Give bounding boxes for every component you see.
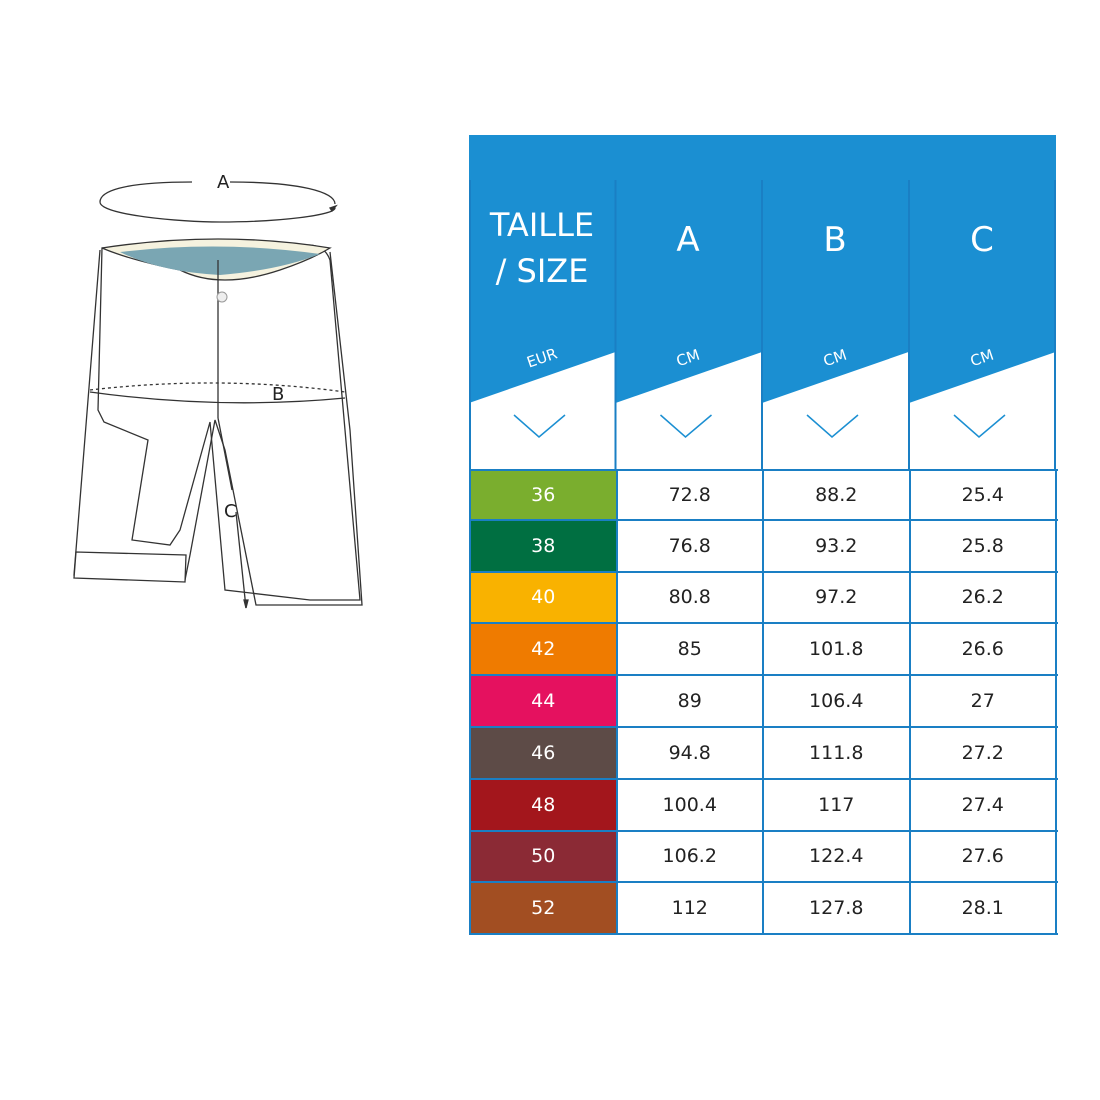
- table-row: 40 80.8 97.2 26.2: [471, 572, 1058, 625]
- size-cell: 40: [471, 572, 618, 623]
- title-line-2: / SIZE: [495, 252, 589, 290]
- column-a-label: A: [676, 220, 700, 260]
- chevron-down-icon: [806, 414, 859, 438]
- chevron-down-icon: [513, 414, 566, 438]
- chevron-down-icon: [660, 414, 712, 438]
- measure-b-cell: 97.2: [764, 572, 911, 623]
- shorts-measurement-diagram: A B C: [73, 172, 363, 609]
- measure-b-cell: 111.8: [764, 727, 911, 778]
- header-wedge: [909, 352, 1056, 470]
- size-cell: 44: [471, 676, 618, 726]
- measure-b-cell: 93.2: [764, 520, 911, 571]
- table-row: 42 85 101.8 26.6: [471, 624, 1058, 677]
- size-cell: 36: [471, 471, 618, 519]
- title-line-1: TAILLE: [489, 206, 595, 244]
- measure-a-cell: 76.8: [618, 520, 764, 571]
- measure-b-cell: 127.8: [764, 883, 911, 934]
- measure-c-cell: 27.2: [911, 727, 1057, 778]
- measure-b-cell: 117: [764, 779, 911, 830]
- header-wedge: [615, 352, 762, 470]
- measure-c-cell: 27.4: [911, 779, 1057, 830]
- column-c-label: C: [970, 220, 994, 260]
- measure-c-cell: 28.1: [911, 883, 1057, 934]
- table-header: TAILLE / SIZE A B C EUR CM CM CM: [469, 135, 1056, 470]
- table-row: 36 72.8 88.2 25.4: [471, 469, 1058, 521]
- label-b: B: [272, 384, 284, 405]
- measure-a-cell: 72.8: [618, 471, 764, 519]
- measure-c-cell: 27: [911, 676, 1057, 726]
- measure-a-cell: 80.8: [618, 572, 764, 623]
- column-b-label: B: [823, 220, 847, 260]
- measure-a-cell: 89: [618, 676, 764, 726]
- chevron-down-icon: [953, 414, 1006, 438]
- measure-b-cell: 122.4: [764, 831, 911, 882]
- table-row: 38 76.8 93.2 25.8: [471, 520, 1058, 573]
- size-cell: 52: [471, 883, 618, 934]
- table-row: 50 106.2 122.4 27.6: [471, 831, 1058, 884]
- table-row: 48 100.4 117 27.4: [471, 779, 1058, 832]
- measure-a-cell: 85: [618, 624, 764, 675]
- size-cell: 48: [471, 779, 618, 830]
- measure-c-cell: 27.6: [911, 831, 1057, 882]
- label-c: C: [224, 501, 237, 522]
- header-wedge: [762, 352, 909, 470]
- size-cell: 46: [471, 727, 618, 778]
- table-row: 44 89 106.4 27: [471, 676, 1058, 728]
- measure-c-cell: 26.2: [911, 572, 1057, 623]
- header-background: [469, 135, 1056, 470]
- size-cell: 50: [471, 831, 618, 882]
- table-row: 46 94.8 111.8 27.2: [471, 727, 1058, 780]
- measure-c-cell: 25.8: [911, 520, 1057, 571]
- label-a: A: [217, 172, 230, 193]
- size-table-body: 36 72.8 88.2 25.4 38 76.8 93.2 25.8 40 80.8 97.2 26…: [469, 469, 1058, 936]
- table-row: 52 112 127.8 28.1: [471, 883, 1058, 936]
- measure-a-cell: 112: [618, 883, 764, 934]
- measure-b-cell: 106.4: [764, 676, 911, 726]
- measure-b-cell: 88.2: [764, 471, 911, 519]
- size-column-title: TAILLE / SIZE: [469, 202, 615, 294]
- size-cell: 42: [471, 624, 618, 675]
- measure-a-cell: 106.2: [618, 831, 764, 882]
- measure-c-cell: 26.6: [911, 624, 1057, 675]
- measure-a-cell: 94.8: [618, 727, 764, 778]
- measure-b-cell: 101.8: [764, 624, 911, 675]
- size-cell: 38: [471, 520, 618, 571]
- measure-c-cell: 25.4: [911, 471, 1057, 519]
- measure-a-cell: 100.4: [618, 779, 764, 830]
- header-wedge: [469, 352, 616, 470]
